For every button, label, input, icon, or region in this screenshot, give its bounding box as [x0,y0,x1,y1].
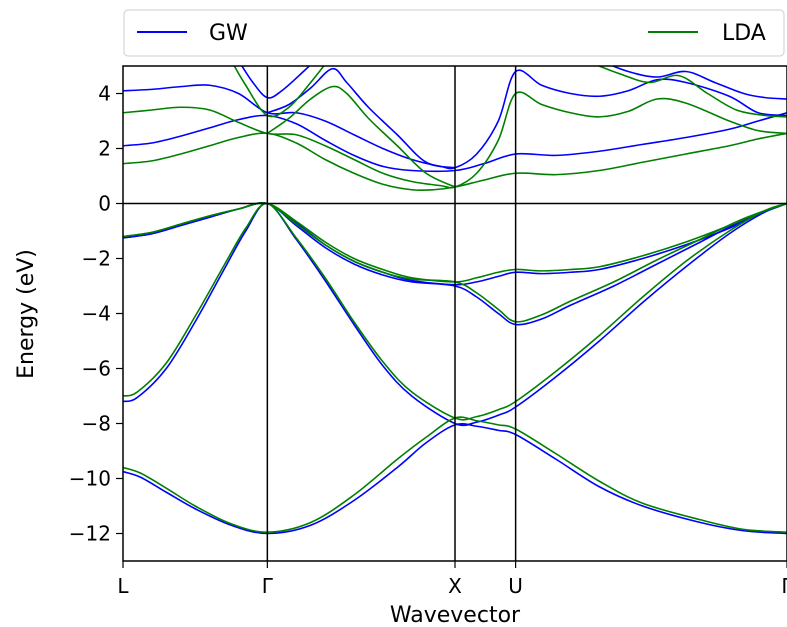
legend-box [123,9,785,57]
y-tick-label: 2 [98,137,111,161]
band-lda-7 [233,66,325,118]
y-tick-label: −12 [69,522,111,546]
legend-label-lda: LDA [722,21,766,46]
band-lda-6 [266,85,456,188]
y-tick-label: −6 [82,357,111,381]
legend: GW LDA [123,9,785,57]
band-lda-4 [123,132,787,192]
x-axis-ticks: LΓXUΓ [117,561,787,598]
y-tick-label: 4 [98,82,111,106]
band-gw-4 [123,111,787,172]
y-tick-label: 0 [98,192,111,216]
band-gw-6 [267,67,456,169]
band-gw-8 [610,66,787,100]
y-tick-label: −10 [69,467,111,491]
y-tick-label: −2 [82,247,111,271]
y-axis-ticks: 4 2 0 −2 −4 −6 −8 −10 −12 [69,82,123,546]
x-tick-label: U [508,574,523,598]
reference-lines [123,66,787,561]
y-axis-title: Energy (eV) [14,249,39,379]
x-tick-label: Γ [262,574,274,598]
band-lda-8 [596,66,787,118]
band-lda-1 [123,202,787,421]
x-tick-label: Γ [781,574,787,598]
y-tick-label: −4 [82,302,111,326]
band-gw-7 [240,66,311,99]
band-lda-0 [123,416,787,533]
y-tick-label: −8 [82,412,111,436]
band-gw-0 [123,423,787,535]
x-tick-label: L [117,574,129,598]
x-axis-title: Wavevector [390,603,521,627]
band-gw-1 [123,202,787,427]
legend-label-gw: GW [209,21,248,46]
x-tick-label: X [448,574,462,598]
